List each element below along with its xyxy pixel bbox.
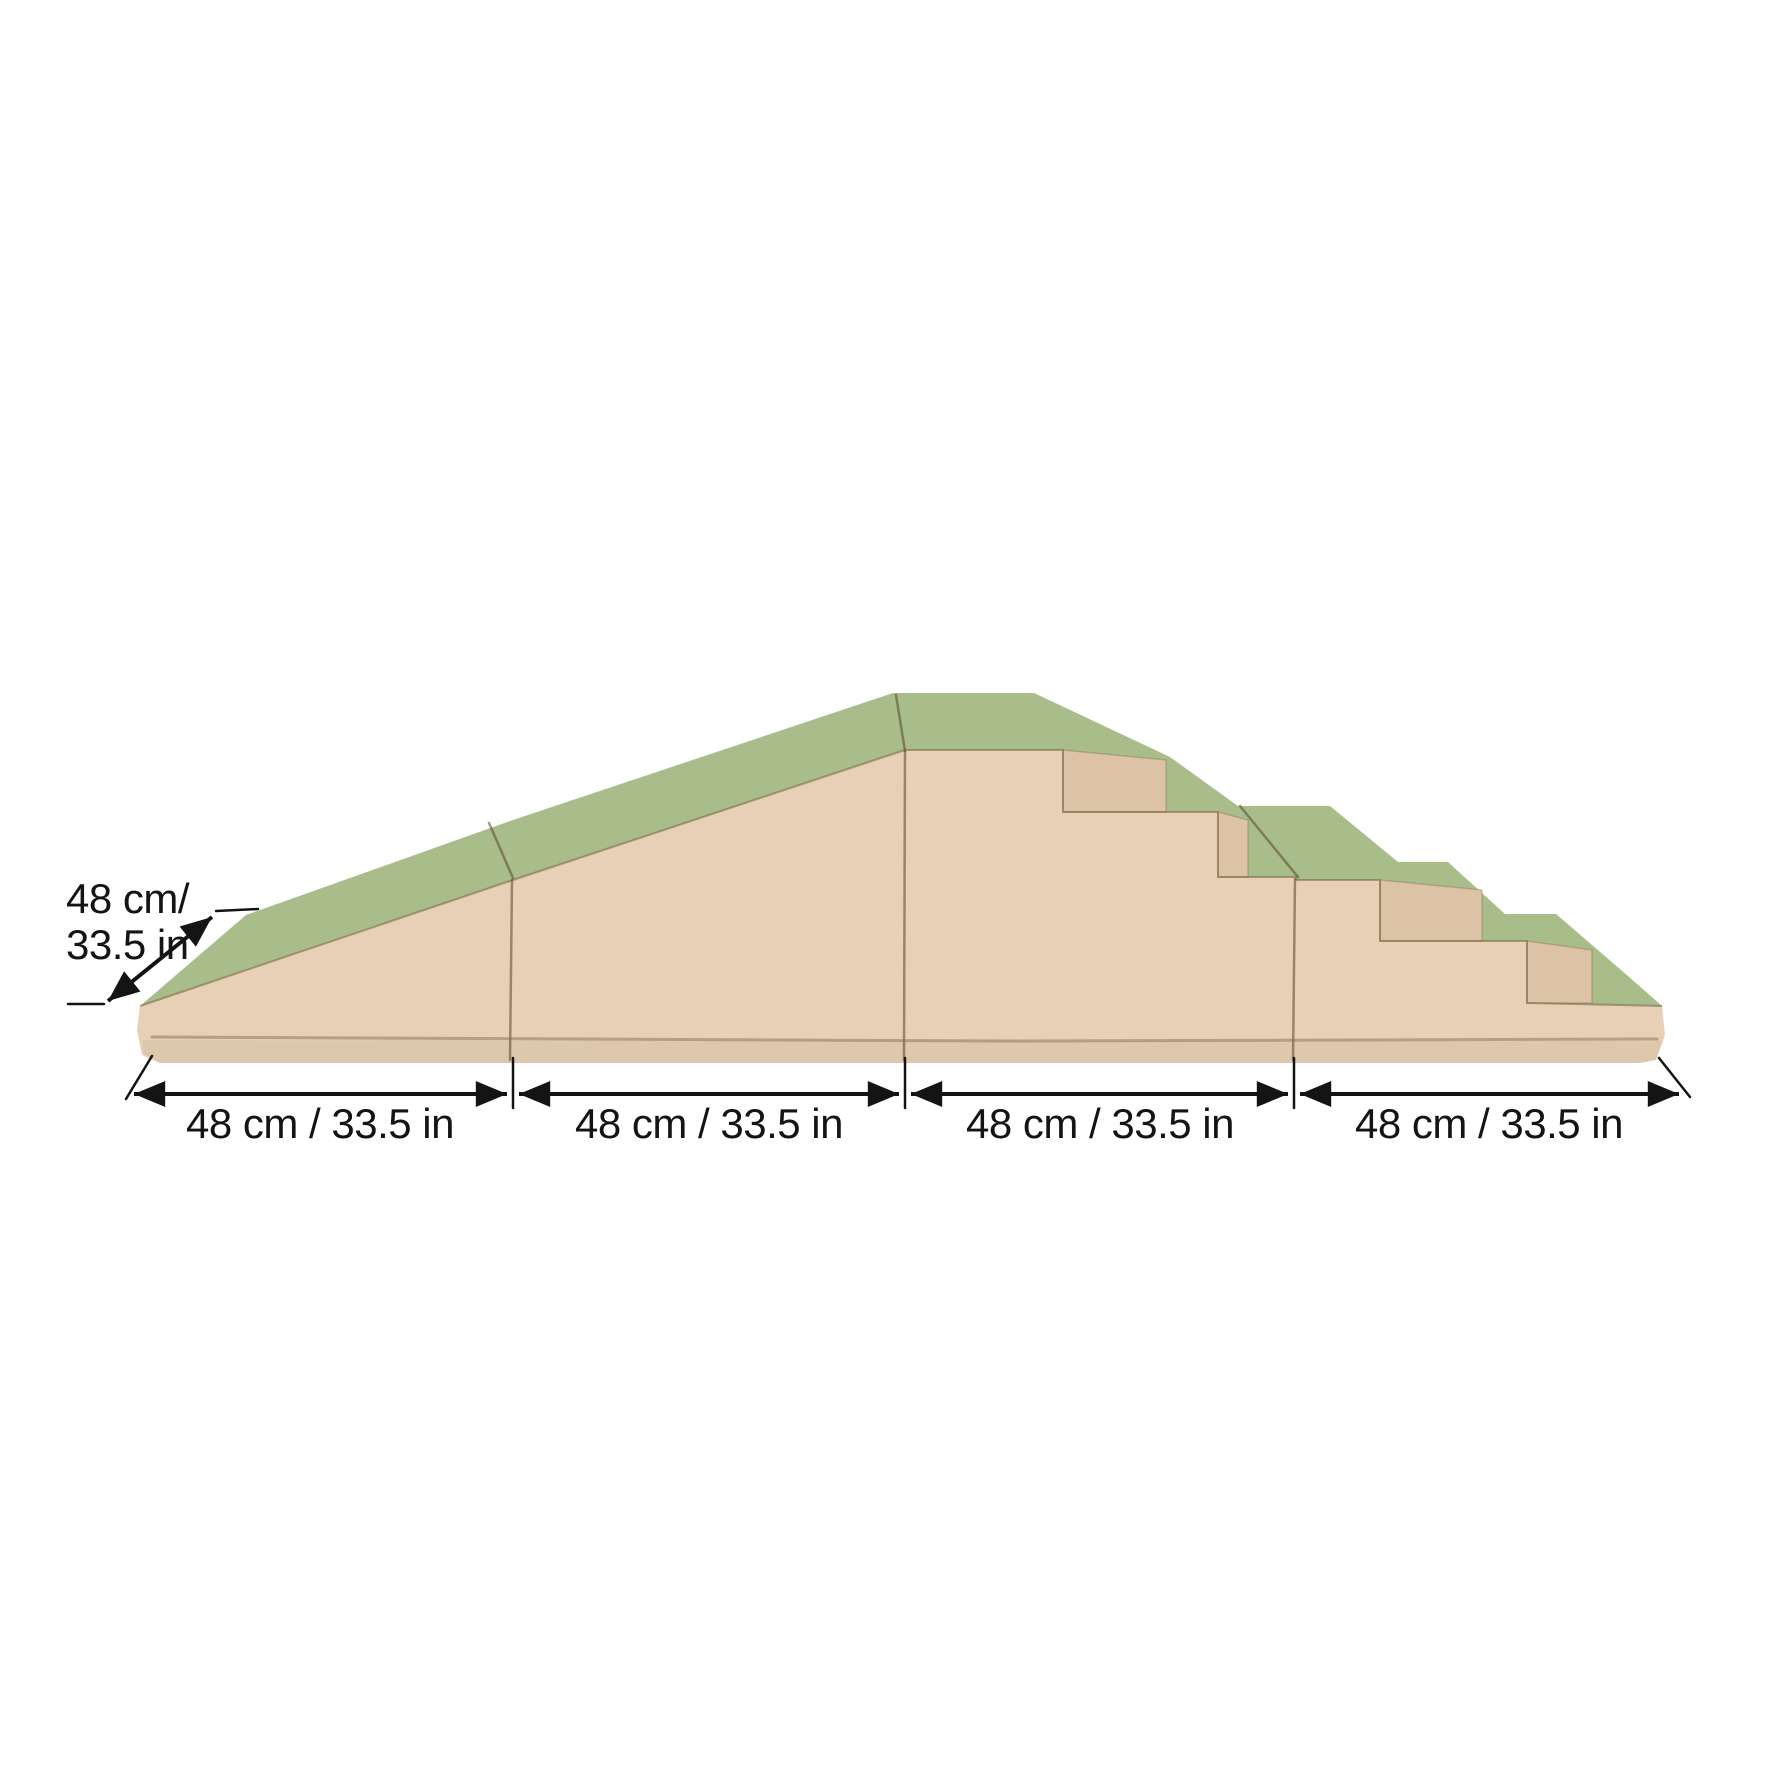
foam-front-face [137,750,1665,1063]
module-seam-line [1291,877,1297,1062]
side-dimension-annotation: 48 cm/ 33.5 in [66,875,260,1006]
step-riser-face [1217,811,1249,878]
dimension-label-module-4: 48 cm / 33.5 in [1355,1100,1623,1147]
base-shading [142,1040,1663,1063]
module-seam-line [508,878,514,1062]
top-front-edge-line [139,749,1663,1007]
dimension-label-module-3: 48 cm / 33.5 in [966,1100,1234,1147]
dimension-label-module-2: 48 cm / 33.5 in [575,1100,843,1147]
bottom-dimension-annotation: 48 cm / 33.5 in 48 cm / 33.5 in 48 cm / … [124,1054,1692,1147]
step-riser-face [1526,940,1593,1004]
dimension-label-module-1: 48 cm / 33.5 in [186,1100,454,1147]
extension-tick-left-end [124,1054,154,1101]
side-dimension-arrow [106,915,214,1003]
base-piping-seam [150,1035,1659,1043]
module-seam-line [1238,804,1300,879]
step-riser-face [1379,879,1483,942]
extension-tick [214,907,260,913]
module-seam-line [902,750,907,1062]
module-seam-line [894,693,907,753]
side-dimension-label-line1: 48 cm/ [66,875,190,922]
foam-top-surface [140,693,1662,1006]
extension-tick-right-end [1657,1056,1692,1099]
step-riser-face [1062,749,1167,813]
side-dimension-label-line2: 33.5 in [66,921,189,968]
module-seam-line [487,821,515,880]
